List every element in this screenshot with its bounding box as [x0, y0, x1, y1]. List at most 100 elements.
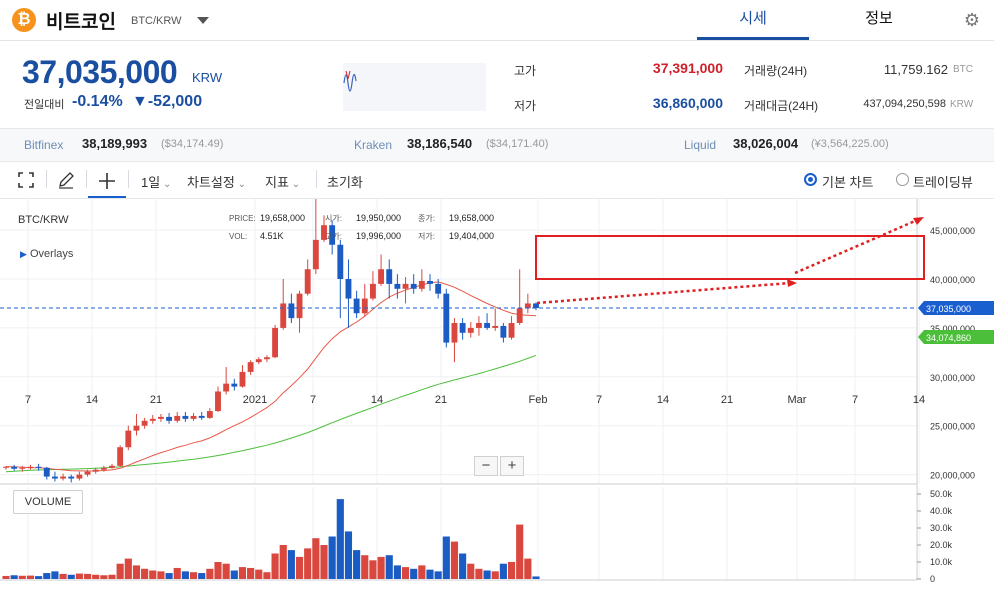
candle[interactable]	[223, 383, 230, 392]
candle[interactable]	[475, 323, 482, 328]
indicators-menu[interactable]: 지표 ⌄	[265, 172, 300, 191]
fullscreen-icon[interactable]	[18, 172, 34, 188]
chart-settings-menu[interactable]: 차트설정 ⌄	[187, 172, 246, 191]
candle[interactable]	[508, 323, 515, 338]
candle[interactable]	[60, 476, 67, 479]
candle[interactable]	[361, 298, 368, 314]
vol-tick-label: 30.0k	[930, 523, 953, 533]
candle[interactable]	[427, 280, 433, 284]
candle[interactable]	[500, 325, 507, 338]
candle[interactable]	[337, 244, 344, 279]
candle[interactable]	[133, 425, 140, 431]
candle[interactable]	[386, 269, 393, 284]
crosshair-button[interactable]	[88, 163, 126, 198]
candle[interactable]	[288, 303, 295, 319]
x-tick-label: 21	[721, 394, 733, 406]
candle[interactable]	[402, 283, 409, 289]
candle[interactable]	[19, 467, 26, 469]
candle[interactable]	[206, 411, 213, 418]
info-value: 19,404,000	[449, 231, 494, 241]
candle[interactable]	[27, 466, 34, 468]
volume-bar	[434, 571, 442, 579]
candle[interactable]	[524, 303, 531, 309]
candle[interactable]	[125, 430, 132, 448]
candle[interactable]	[492, 325, 499, 328]
candle[interactable]	[182, 415, 189, 419]
candle[interactable]	[68, 476, 75, 479]
candle[interactable]	[239, 371, 246, 387]
candle[interactable]	[198, 415, 205, 418]
candle[interactable]	[231, 383, 238, 387]
candle[interactable]	[418, 280, 425, 289]
volume-panel-label[interactable]: VOLUME	[13, 490, 83, 514]
candle[interactable]	[484, 323, 491, 328]
candle[interactable]	[443, 293, 450, 343]
radio-tradingview[interactable]	[896, 173, 909, 186]
overlays-toggle[interactable]: ▶ Overlays	[20, 248, 73, 260]
price-chart[interactable]: 20,000,000 25,000,000 30,000,000 35,000,000…	[0, 199, 994, 611]
candle[interactable]	[76, 474, 83, 479]
candle[interactable]	[329, 225, 336, 245]
tab-market[interactable]: 시세	[697, 0, 809, 40]
radio-basic-chart[interactable]	[804, 173, 817, 186]
candle[interactable]	[109, 465, 115, 468]
candle[interactable]	[272, 327, 279, 358]
annotation-arrow[interactable]	[794, 219, 916, 275]
exchange-price: 38,026,004	[733, 136, 799, 151]
candle[interactable]	[533, 303, 539, 308]
candle[interactable]	[321, 225, 327, 240]
candle[interactable]	[353, 298, 360, 314]
candle[interactable]	[263, 357, 270, 360]
candle[interactable]	[100, 467, 107, 470]
zoom-out-button[interactable]: −	[474, 456, 498, 476]
reset-button[interactable]: 초기화	[327, 175, 363, 190]
candle[interactable]	[304, 269, 311, 294]
candle[interactable]	[394, 283, 401, 289]
candle[interactable]	[215, 391, 221, 412]
candle[interactable]	[141, 420, 148, 426]
candle[interactable]	[247, 362, 254, 372]
candle[interactable]	[516, 308, 523, 324]
annotation-arrow[interactable]	[536, 281, 791, 305]
candle[interactable]	[3, 466, 9, 468]
volume-bar	[206, 568, 214, 579]
volume-value: 11,759.162	[883, 62, 948, 77]
volume-bar	[100, 575, 108, 579]
candle[interactable]	[149, 418, 156, 421]
candle[interactable]	[51, 476, 58, 479]
candle[interactable]	[451, 323, 458, 343]
candle[interactable]	[296, 293, 303, 319]
candle[interactable]	[157, 416, 164, 419]
candle[interactable]	[92, 469, 99, 472]
candle[interactable]	[435, 283, 442, 294]
pencil-icon[interactable]	[57, 171, 75, 189]
volume-bar	[279, 545, 287, 579]
zoom-in-button[interactable]: +	[500, 456, 524, 476]
candle[interactable]	[190, 415, 197, 419]
candle[interactable]	[84, 471, 91, 475]
candle[interactable]	[369, 283, 376, 299]
candle[interactable]	[280, 303, 287, 328]
candle[interactable]	[43, 467, 50, 477]
candle[interactable]	[345, 279, 352, 299]
coin-select-caret-icon[interactable]	[197, 17, 209, 24]
candle[interactable]	[255, 359, 262, 363]
annotation-box[interactable]	[535, 235, 925, 280]
interval-select[interactable]: 1일 ⌄	[141, 172, 171, 191]
candle[interactable]	[378, 269, 385, 284]
gear-icon[interactable]: ⚙	[963, 10, 981, 30]
candle[interactable]	[312, 239, 319, 270]
tab-info[interactable]: 정보	[865, 10, 893, 27]
candle[interactable]	[35, 466, 42, 468]
volume-bar	[26, 575, 35, 579]
info-label: VOL:	[229, 232, 247, 241]
candle[interactable]	[410, 283, 417, 289]
y-tick-label: 20,000,000	[930, 471, 975, 481]
candle[interactable]	[174, 415, 181, 421]
candle[interactable]	[166, 416, 173, 421]
candle[interactable]	[11, 466, 18, 469]
volume-bar	[418, 565, 426, 579]
candle[interactable]	[459, 323, 466, 333]
candle[interactable]	[117, 447, 124, 466]
candle[interactable]	[467, 327, 474, 333]
